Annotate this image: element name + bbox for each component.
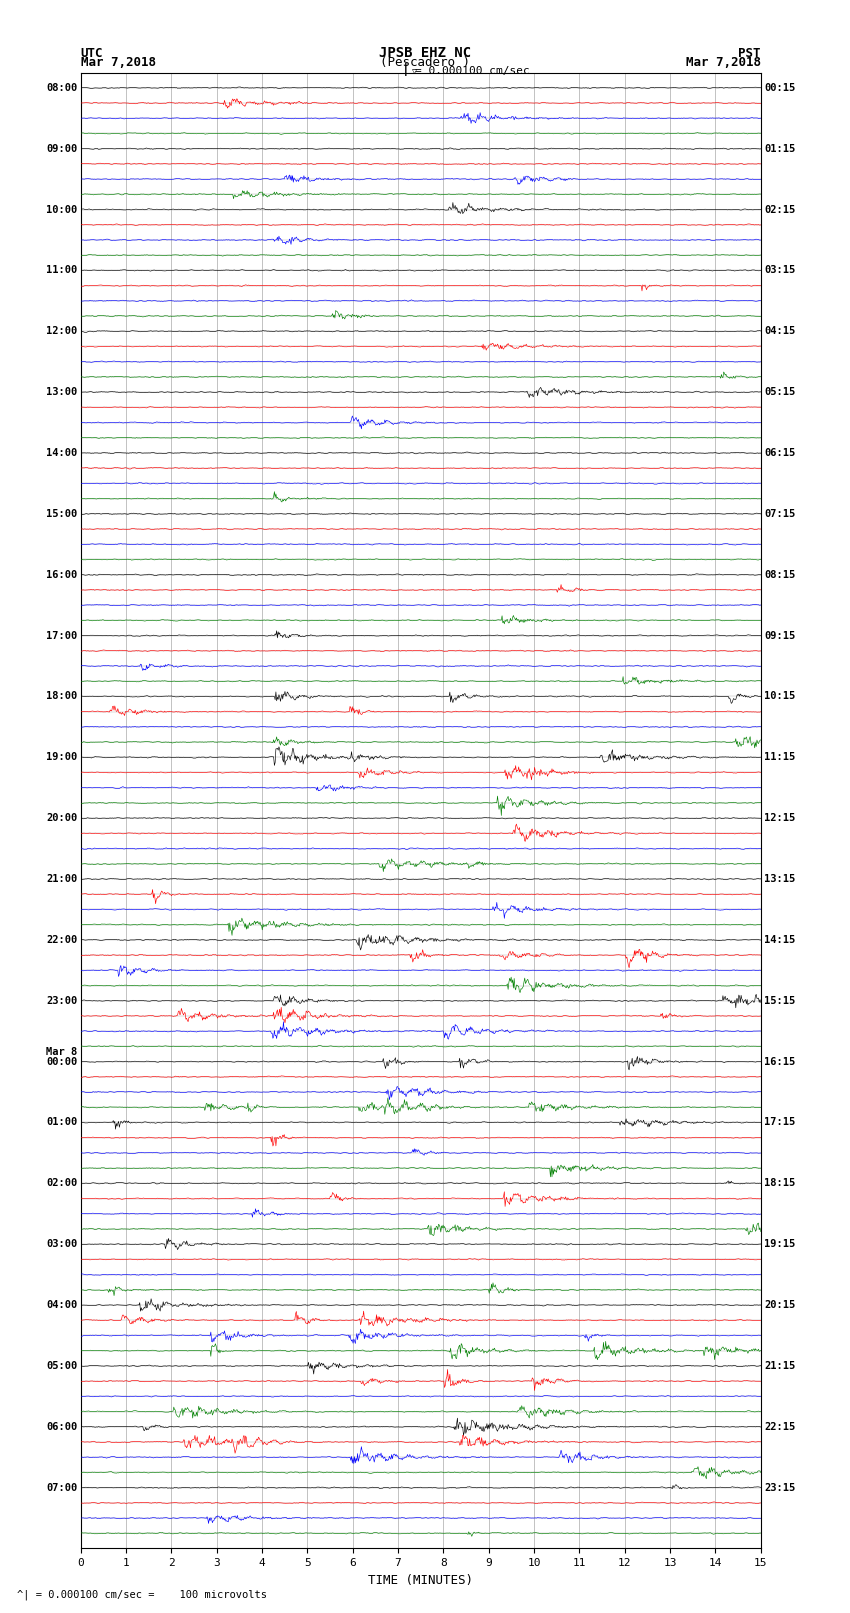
- Text: 03:00: 03:00: [46, 1239, 77, 1248]
- Text: ^| = 0.000100 cm/sec =    100 microvolts: ^| = 0.000100 cm/sec = 100 microvolts: [17, 1589, 267, 1600]
- Text: 22:00: 22:00: [46, 936, 77, 945]
- Text: 07:00: 07:00: [46, 1482, 77, 1492]
- Text: 04:00: 04:00: [46, 1300, 77, 1310]
- Text: 17:00: 17:00: [46, 631, 77, 640]
- Text: 02:00: 02:00: [46, 1179, 77, 1189]
- Text: 12:00: 12:00: [46, 326, 77, 336]
- Text: 18:00: 18:00: [46, 692, 77, 702]
- Text: 14:00: 14:00: [46, 448, 77, 458]
- Text: 03:15: 03:15: [764, 266, 796, 276]
- Text: 17:15: 17:15: [764, 1118, 796, 1127]
- Text: 23:00: 23:00: [46, 995, 77, 1007]
- Text: 13:15: 13:15: [764, 874, 796, 884]
- Text: 23:15: 23:15: [764, 1482, 796, 1492]
- Text: 10:00: 10:00: [46, 205, 77, 215]
- Text: 11:15: 11:15: [764, 752, 796, 763]
- Text: 04:15: 04:15: [764, 326, 796, 336]
- Text: Mar 8: Mar 8: [46, 1047, 77, 1057]
- Text: 12:15: 12:15: [764, 813, 796, 823]
- Text: 08:15: 08:15: [764, 569, 796, 579]
- Text: PST: PST: [739, 47, 761, 60]
- Text: 08:00: 08:00: [46, 82, 77, 94]
- Text: Mar 7,2018: Mar 7,2018: [81, 56, 156, 69]
- Text: 10:15: 10:15: [764, 692, 796, 702]
- Text: 09:15: 09:15: [764, 631, 796, 640]
- Text: 01:00: 01:00: [46, 1118, 77, 1127]
- Text: 11:00: 11:00: [46, 266, 77, 276]
- Text: (Pescadero ): (Pescadero ): [380, 56, 470, 69]
- Text: 18:15: 18:15: [764, 1179, 796, 1189]
- Text: 15:15: 15:15: [764, 995, 796, 1007]
- Text: 16:15: 16:15: [764, 1057, 796, 1066]
- Text: 00:15: 00:15: [764, 82, 796, 94]
- Text: 15:00: 15:00: [46, 508, 77, 519]
- Text: 05:15: 05:15: [764, 387, 796, 397]
- Text: 02:15: 02:15: [764, 205, 796, 215]
- Text: UTC: UTC: [81, 47, 103, 60]
- Text: Mar 7,2018: Mar 7,2018: [686, 56, 761, 69]
- Text: 16:00: 16:00: [46, 569, 77, 579]
- Text: 07:15: 07:15: [764, 508, 796, 519]
- Text: 22:15: 22:15: [764, 1421, 796, 1432]
- Text: 19:15: 19:15: [764, 1239, 796, 1248]
- Text: = 0.000100 cm/sec: = 0.000100 cm/sec: [415, 66, 530, 76]
- Text: ▽: ▽: [412, 66, 417, 76]
- Text: 19:00: 19:00: [46, 752, 77, 763]
- Text: 13:00: 13:00: [46, 387, 77, 397]
- Text: JPSB EHZ NC: JPSB EHZ NC: [379, 47, 471, 60]
- Text: 05:00: 05:00: [46, 1361, 77, 1371]
- Text: 09:00: 09:00: [46, 144, 77, 153]
- Text: 00:00: 00:00: [46, 1057, 77, 1066]
- Text: 14:15: 14:15: [764, 936, 796, 945]
- X-axis label: TIME (MINUTES): TIME (MINUTES): [368, 1574, 473, 1587]
- Text: 21:00: 21:00: [46, 874, 77, 884]
- Text: 21:15: 21:15: [764, 1361, 796, 1371]
- Text: 20:15: 20:15: [764, 1300, 796, 1310]
- Text: 20:00: 20:00: [46, 813, 77, 823]
- Text: |: |: [402, 63, 410, 76]
- Text: 06:15: 06:15: [764, 448, 796, 458]
- Text: 06:00: 06:00: [46, 1421, 77, 1432]
- Text: 01:15: 01:15: [764, 144, 796, 153]
